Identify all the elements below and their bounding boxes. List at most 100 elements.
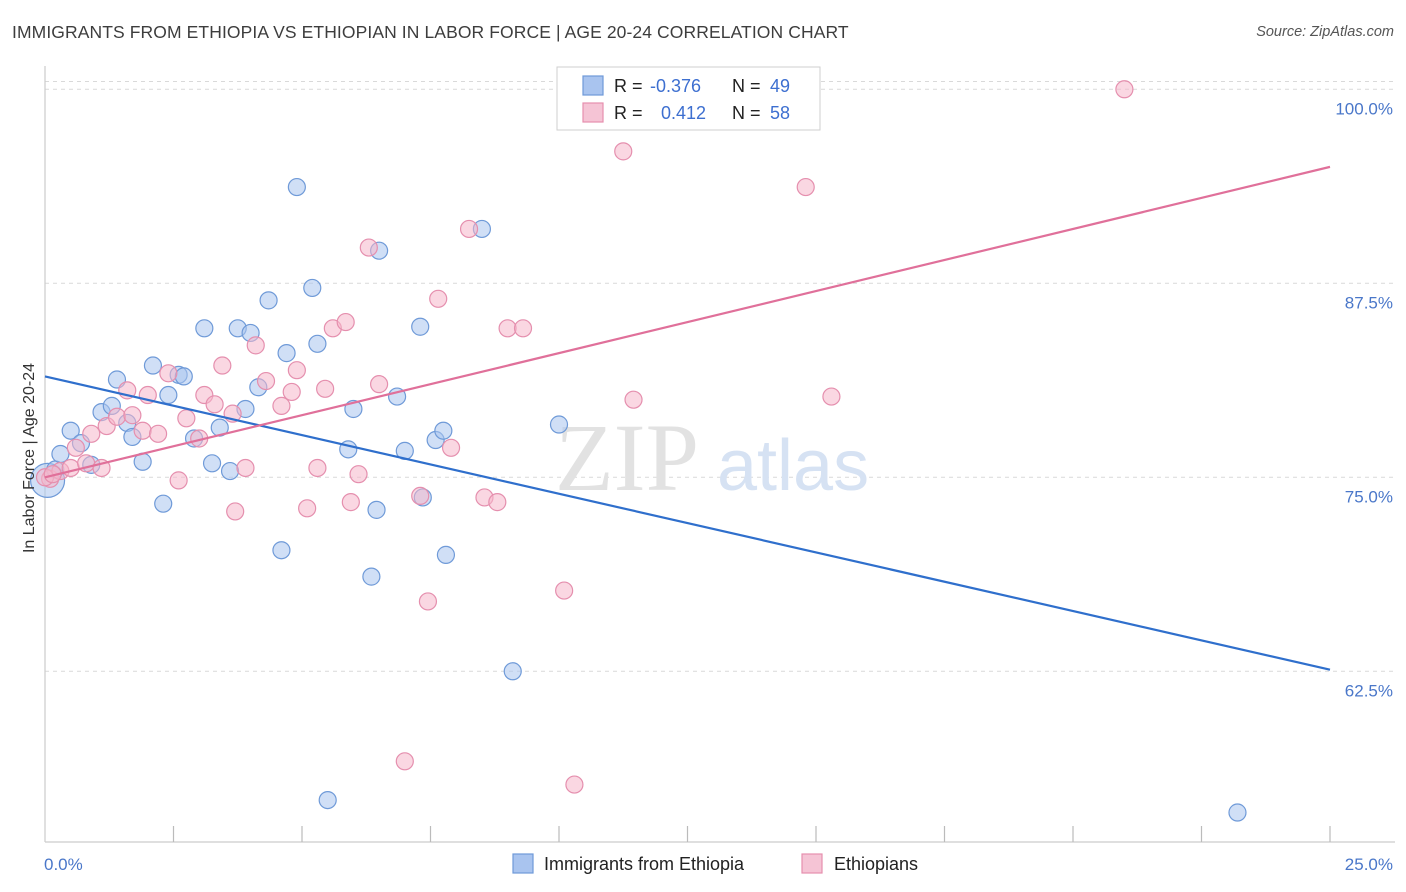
pink-point — [488, 493, 507, 512]
pink-point — [236, 458, 255, 478]
pink-point — [429, 289, 448, 308]
legend-swatch-ethiopians — [801, 853, 823, 874]
pink-point — [418, 592, 438, 611]
blue-point — [318, 790, 337, 810]
legend-n-value-1: 49 — [770, 76, 790, 96]
y-tick-labels: 62.5% 75.0% 87.5% 100.0% — [1335, 99, 1393, 700]
blue-point — [202, 454, 222, 473]
blue-point — [174, 367, 193, 386]
pink-point — [133, 421, 152, 440]
pink-point — [441, 438, 461, 457]
y-tick-label: 62.5% — [1345, 681, 1393, 700]
x-tick-labels: 0.0% 25.0% — [44, 855, 1393, 874]
correlation-legend: R = -0.376 N = 49 R = 0.412 N = 58 — [556, 66, 821, 131]
blue-point — [259, 291, 278, 310]
pink-point — [213, 356, 232, 375]
legend-label-immigrants: Immigrants from Ethiopia — [544, 854, 745, 874]
pink-point — [169, 471, 188, 490]
blue-point — [308, 334, 327, 353]
pink-point — [555, 581, 574, 600]
blue-point — [287, 177, 306, 197]
trend-lines — [44, 165, 1331, 671]
pink-point — [205, 395, 224, 414]
blue-point — [61, 421, 80, 440]
blue-point — [549, 415, 569, 434]
blue-point — [51, 444, 70, 464]
legend-n-label-1: N = — [732, 76, 761, 96]
pink-point — [123, 406, 142, 425]
blue-point — [303, 278, 322, 298]
legend-r-label-1: R = — [614, 76, 643, 96]
pink-point — [349, 465, 368, 484]
pink-trend-line — [44, 165, 1331, 479]
blue-point — [195, 319, 214, 338]
legend-r-value-2: 0.412 — [661, 103, 706, 123]
blue-point — [1228, 803, 1247, 822]
pink-point — [66, 438, 85, 457]
chart-source: Source: ZipAtlas.com — [1256, 24, 1394, 40]
blue-point — [143, 356, 163, 375]
blue-point — [411, 317, 430, 336]
pink-point — [298, 499, 317, 518]
pink-point — [796, 177, 815, 197]
chart-title: IMMIGRANTS FROM ETHIOPIA VS ETHIOPIAN IN… — [12, 22, 849, 42]
pink-point — [370, 375, 389, 394]
pink-point — [459, 219, 479, 239]
pink-point — [308, 458, 327, 478]
blue-point — [272, 541, 291, 560]
blue-point — [503, 662, 522, 681]
legend-n-value-2: 58 — [770, 103, 790, 123]
pink-point — [246, 336, 265, 355]
legend-r-label-2: R = — [614, 103, 643, 123]
blue-point — [362, 567, 381, 586]
pink-point — [513, 319, 533, 338]
blue-point — [159, 385, 178, 405]
pink-point — [411, 486, 430, 506]
legend-n-label-2: N = — [732, 103, 761, 123]
pink-point — [61, 458, 80, 478]
blue-point — [220, 461, 240, 481]
y-tick-label: 100.0% — [1335, 99, 1393, 118]
pink-point — [336, 312, 355, 332]
y-tick-label: 75.0% — [1345, 487, 1393, 506]
pink-point — [226, 502, 245, 521]
watermark-atlas: atlas — [717, 426, 869, 506]
legend-swatch-blue — [582, 75, 604, 96]
pink-point — [159, 364, 178, 383]
pink-point — [498, 319, 517, 338]
legend-label-ethiopians: Ethiopians — [834, 854, 918, 874]
pink-point — [148, 424, 168, 443]
series-legend: Immigrants from Ethiopia Ethiopians — [512, 853, 918, 874]
legend-swatch-pink — [582, 102, 604, 123]
x-tick-label: 25.0% — [1345, 855, 1393, 874]
pink-point — [341, 493, 360, 512]
pink-point — [107, 407, 127, 426]
y-tick-label: 87.5% — [1345, 293, 1393, 312]
axes — [44, 66, 1395, 843]
pink-point — [282, 382, 301, 402]
pink-point — [822, 387, 841, 406]
pink-point — [82, 424, 101, 443]
blue-point — [434, 421, 453, 440]
data-points — [29, 80, 1247, 822]
blue-point — [367, 500, 386, 519]
watermark-zip: ZIP — [555, 404, 699, 511]
y-axis-title: In Labor Force | Age 20-24 — [21, 363, 38, 553]
pink-point — [256, 371, 276, 391]
grid-lines — [45, 81, 1395, 672]
blue-point — [154, 494, 173, 513]
pink-point — [565, 775, 584, 794]
pink-point — [359, 238, 378, 257]
pink-point — [395, 752, 414, 771]
pink-point — [287, 361, 306, 380]
pink-point — [177, 409, 196, 428]
blue-point — [436, 545, 456, 564]
pink-point — [624, 390, 643, 409]
pink-point — [614, 142, 633, 161]
watermark: ZIP atlas — [555, 404, 869, 511]
pink-point — [316, 379, 335, 398]
pink-point — [272, 396, 291, 415]
x-tick-label: 0.0% — [44, 855, 83, 874]
pink-point — [1115, 80, 1134, 99]
